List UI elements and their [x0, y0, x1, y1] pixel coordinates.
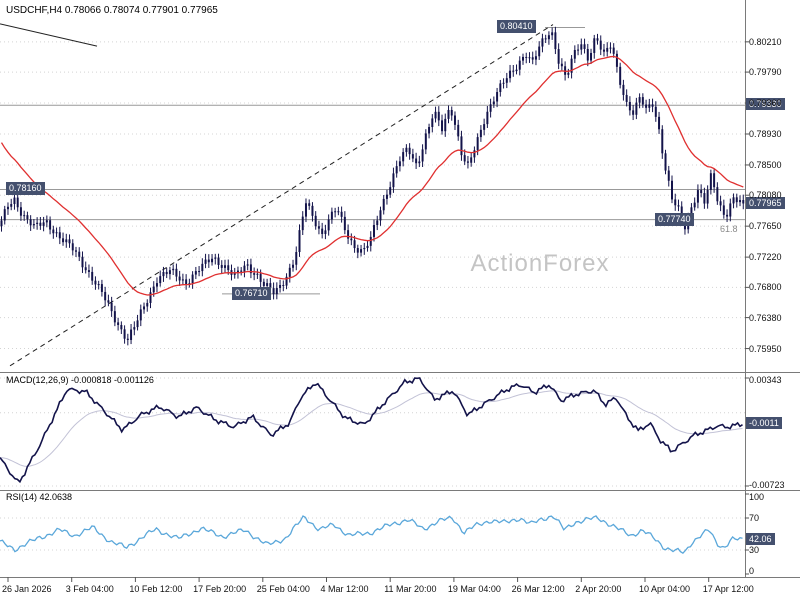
price-axis-label: 0.80210: [749, 36, 782, 47]
price-level-box: 0.78160: [6, 182, 45, 196]
macd-axis-label: -0.00723: [749, 480, 785, 490]
time-axis-label: 10 Apr 04:00: [639, 584, 691, 594]
chart-title: USDCHF,H4 0.78066 0.78074 0.77901 0.7796…: [6, 5, 218, 16]
price-axis-label: 0.76800: [749, 282, 782, 293]
time-axis-label: 11 Mar 20:00: [384, 584, 437, 594]
candles-series: [0, 26, 745, 346]
resistance-price-badge: 0.79330: [746, 98, 785, 110]
rsi-axis-label: 0: [749, 566, 755, 576]
price-level-box: 0.76710: [232, 286, 271, 300]
macd-value-badge: -0.0011: [746, 417, 782, 429]
price-axis-label: 0.78080: [749, 190, 782, 201]
rsi-line: [0, 515, 743, 555]
time-axis-label: 17 Feb 20:00: [193, 584, 247, 594]
time-axis-label: 2 Apr 20:00: [575, 584, 622, 594]
price-axis-label: 0.78930: [749, 129, 782, 139]
grid-lines: [0, 41, 745, 551]
price-axis-label: 0.78500: [749, 159, 782, 170]
macd-axis-label: 0.00343: [749, 375, 782, 385]
time-axis-label: 25 Feb 04:00: [256, 584, 310, 594]
price-axis-label: 0.75950: [749, 343, 782, 354]
time-axis-label: 19 Mar 04:00: [447, 584, 501, 594]
time-axis-label: 4 Mar 12:00: [320, 584, 369, 594]
time-axis-label: 26 Jan 2026: [2, 584, 52, 594]
time-axis-label: 3 Feb 04:00: [65, 584, 114, 594]
price-axis-label: 0.79360: [749, 98, 782, 109]
price-axis-label: 0.77220: [749, 252, 782, 263]
current-price-badge: 0.77965: [746, 197, 785, 209]
price-axis-label: 0.76380: [749, 312, 782, 323]
price-axis-label: 0.77650: [749, 221, 782, 232]
macd-indicator-label: MACD(12,26,9) -0.000818 -0.001126: [6, 375, 154, 385]
time-axis-label: 17 Apr 12:00: [702, 584, 754, 594]
macd-panel-lines: [0, 377, 743, 484]
rsi-axis-label: 100: [749, 492, 765, 502]
moving-average-line: [0, 55, 744, 296]
time-axis-label: 10 Feb 12:00: [129, 584, 183, 594]
axes-and-dividers: [0, 0, 800, 582]
trendlines: [0, 23, 554, 367]
fib-618-label: 61.8: [720, 224, 738, 234]
rsi-axis-label: 30: [749, 545, 760, 555]
price-level-box: 0.77740: [655, 212, 694, 226]
rsi-axis-label: 70: [749, 513, 760, 523]
price-axis-label: 0.79790: [749, 67, 782, 78]
price-level-box: 0.80410: [497, 20, 536, 34]
time-axis-label: 26 Mar 12:00: [511, 584, 565, 594]
rsi-value-badge: 42.06: [746, 533, 775, 545]
rsi-indicator-label: RSI(14) 42.0638: [6, 492, 73, 502]
actionforex-watermark: ActionForex: [470, 250, 610, 277]
